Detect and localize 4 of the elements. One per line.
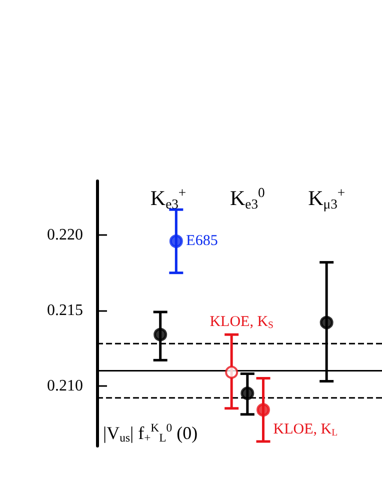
y-tick-label: 0.215 bbox=[47, 302, 83, 319]
series-label: E685 bbox=[186, 233, 218, 250]
y-tick-label: 0.220 bbox=[47, 226, 83, 244]
y-tick-label: 0.210 bbox=[47, 377, 83, 394]
